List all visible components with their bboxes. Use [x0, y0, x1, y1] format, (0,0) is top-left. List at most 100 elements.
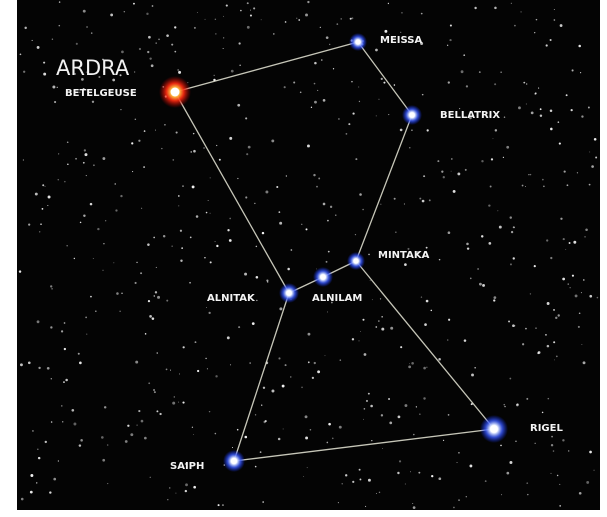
background-star	[515, 440, 517, 442]
background-star	[134, 71, 135, 72]
background-star	[371, 440, 372, 441]
background-star	[554, 19, 556, 21]
background-star	[351, 17, 353, 19]
background-star	[378, 320, 380, 322]
background-star	[47, 205, 48, 206]
background-star	[148, 36, 151, 39]
background-star	[151, 64, 154, 67]
background-star	[290, 376, 291, 377]
background-star	[314, 362, 316, 364]
background-star	[528, 174, 529, 175]
background-star	[271, 139, 274, 142]
background-star	[44, 186, 45, 187]
background-star	[388, 3, 389, 4]
background-star	[328, 251, 330, 253]
background-star	[71, 409, 74, 412]
background-star	[110, 14, 113, 17]
background-star	[36, 482, 37, 483]
background-star	[155, 42, 156, 43]
background-star	[182, 185, 183, 186]
background-star	[542, 412, 544, 414]
background-star	[250, 14, 252, 16]
background-star	[346, 133, 348, 135]
background-star	[66, 245, 67, 246]
background-star	[83, 162, 85, 164]
background-star	[449, 39, 451, 41]
background-star	[560, 24, 563, 27]
background-star	[182, 402, 184, 404]
background-star	[551, 444, 553, 446]
background-star	[409, 147, 410, 148]
background-star	[210, 261, 212, 263]
background-star	[23, 160, 24, 161]
background-star	[333, 68, 334, 69]
background-star	[252, 322, 255, 325]
background-star	[30, 474, 33, 477]
background-star	[263, 421, 265, 423]
background-star	[586, 481, 589, 484]
background-star	[308, 333, 311, 336]
star-label: MINTAKA	[378, 250, 430, 261]
background-star	[58, 460, 59, 461]
background-star	[153, 237, 155, 239]
background-star	[511, 231, 513, 233]
background-star	[150, 477, 151, 478]
background-star	[149, 57, 151, 59]
background-star	[283, 429, 284, 430]
background-star	[359, 340, 360, 341]
background-star	[388, 398, 390, 400]
background-star	[37, 320, 40, 323]
background-star	[438, 477, 441, 480]
background-star	[256, 246, 258, 248]
background-star	[192, 185, 195, 188]
background-star	[58, 153, 59, 154]
background-star	[148, 300, 150, 302]
background-star	[448, 81, 450, 83]
background-star	[321, 59, 323, 61]
background-star	[181, 247, 183, 249]
background-star	[320, 27, 321, 28]
background-star	[465, 169, 467, 171]
background-star	[546, 239, 548, 241]
background-star	[86, 334, 87, 335]
background-star	[567, 184, 569, 186]
background-star	[174, 26, 176, 28]
background-star	[500, 445, 502, 447]
background-star	[210, 177, 211, 178]
background-star	[467, 247, 469, 249]
background-star	[51, 378, 52, 379]
background-star	[589, 152, 590, 153]
background-star	[513, 226, 515, 228]
background-star	[325, 355, 326, 356]
background-star	[546, 44, 548, 46]
star-core	[409, 112, 415, 118]
background-star	[542, 179, 544, 181]
background-star	[52, 86, 55, 89]
background-star	[152, 317, 155, 320]
background-star	[59, 25, 61, 27]
background-star	[362, 209, 364, 211]
background-star	[308, 361, 310, 363]
background-star	[537, 352, 539, 354]
background-star	[328, 423, 331, 426]
background-star	[411, 130, 412, 131]
star-label: ALNILAM	[312, 293, 362, 304]
background-star	[317, 90, 318, 91]
background-star	[133, 3, 135, 5]
background-star	[514, 25, 516, 27]
background-star	[563, 238, 565, 240]
background-star	[152, 5, 154, 7]
background-star	[431, 310, 433, 312]
background-star	[426, 247, 428, 249]
background-star	[256, 276, 259, 279]
background-star	[76, 43, 78, 45]
background-star	[249, 362, 251, 364]
background-star	[107, 444, 109, 446]
background-star	[447, 339, 449, 341]
background-star	[578, 45, 581, 48]
background-star	[368, 254, 370, 256]
background-star	[172, 159, 174, 161]
background-star	[206, 307, 207, 308]
background-star	[48, 195, 51, 198]
page: BETELGEUSEMEISSABELLATRIXMINTAKAALNILAMA…	[0, 0, 607, 517]
